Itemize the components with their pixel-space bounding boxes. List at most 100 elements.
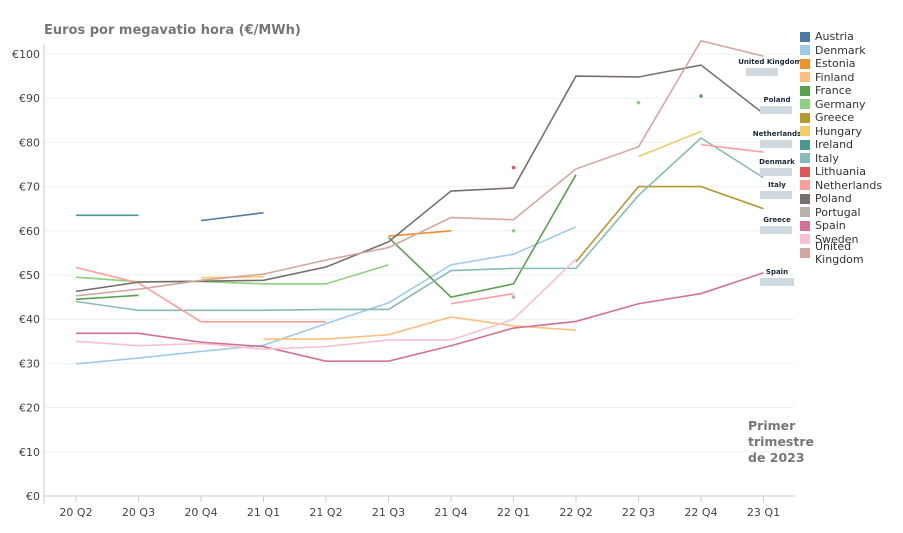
series-line-netherlands xyxy=(450,292,514,305)
legend: Austria Denmark Estonia Finland France German… xyxy=(800,30,903,266)
end-label-spain: Spain xyxy=(766,268,788,276)
legend-swatch xyxy=(800,72,810,83)
legend-label: Greece xyxy=(815,111,855,125)
end-label-box xyxy=(760,140,792,148)
legend-label: Lithuania xyxy=(815,165,866,179)
legend-label: Italy xyxy=(815,151,839,165)
end-label-box xyxy=(746,68,778,76)
legend-item[interactable]: Germany xyxy=(800,98,903,112)
legend-label: Spain xyxy=(815,219,846,233)
y-tick-label: €10 xyxy=(19,446,40,459)
legend-item[interactable]: Greece xyxy=(800,111,903,125)
legend-item[interactable]: Austria xyxy=(800,30,903,44)
x-tick-label: 20 Q3 xyxy=(122,506,155,519)
legend-swatch xyxy=(800,220,810,231)
series-line-denmark xyxy=(75,226,577,365)
series-point-portugal xyxy=(511,295,516,299)
legend-label: United Kingdom xyxy=(814,239,864,266)
series-line-france xyxy=(75,294,139,301)
legend-item[interactable]: Netherlands xyxy=(800,179,903,193)
end-label-poland: Poland xyxy=(763,96,790,104)
legend-item[interactable]: Ireland xyxy=(800,138,903,152)
legend-swatch xyxy=(800,247,810,258)
legend-label: Ireland xyxy=(815,138,854,152)
series-line-hungary xyxy=(638,130,702,158)
legend-label: Denmark xyxy=(815,43,866,57)
series-line-france xyxy=(387,174,577,298)
legend-swatch xyxy=(800,193,810,204)
annotation-line: trimestre xyxy=(748,434,814,449)
end-label-box xyxy=(760,278,794,286)
legend-item[interactable]: Portugal xyxy=(800,206,903,220)
legend-item[interactable]: Sweden xyxy=(800,233,903,247)
legend-label: Austria xyxy=(815,30,854,44)
legend-swatch xyxy=(800,234,810,245)
legend-swatch xyxy=(800,126,810,137)
legend-swatch xyxy=(800,31,810,42)
legend-item[interactable]: France xyxy=(800,84,903,98)
y-tick-label: €70 xyxy=(19,181,40,194)
legend-label: Netherlands xyxy=(815,178,883,192)
series-line-united-kingdom xyxy=(75,39,764,297)
legend-swatch xyxy=(800,45,810,56)
end-label-box xyxy=(760,226,792,234)
end-label-italy: Italy xyxy=(768,181,786,189)
series-line-italy xyxy=(75,136,764,312)
legend-swatch xyxy=(800,180,810,191)
legend-item[interactable]: Denmark xyxy=(800,44,903,58)
legend-item[interactable]: Estonia xyxy=(800,57,903,71)
legend-item[interactable]: Italy xyxy=(800,152,903,166)
end-label-greece: Greece xyxy=(763,216,791,224)
legend-item[interactable]: Spain xyxy=(800,219,903,233)
end-label-box xyxy=(760,106,792,114)
x-tick-label: 21 Q1 xyxy=(247,506,280,519)
series-line-netherlands xyxy=(700,143,764,153)
y-tick-label: €40 xyxy=(19,313,40,326)
series-point-france xyxy=(699,94,703,98)
legend-label: Hungary xyxy=(815,124,862,138)
legend-label: Poland xyxy=(815,192,852,206)
legend-item[interactable]: Poland xyxy=(800,192,903,206)
series-line-greece xyxy=(575,185,764,263)
legend-label: France xyxy=(815,84,852,98)
end-label-netherlands: Netherlands xyxy=(753,130,801,138)
y-tick-label: €50 xyxy=(19,269,40,282)
legend-swatch xyxy=(800,153,810,164)
series-point-germany xyxy=(636,100,641,105)
y-tick-label: €30 xyxy=(19,357,40,370)
legend-item[interactable]: United Kingdom xyxy=(800,240,903,266)
end-label-box xyxy=(760,168,792,176)
end-label-united-kingdom: United Kingdom xyxy=(738,58,802,66)
x-tick-label: 21 Q2 xyxy=(309,506,342,519)
chart-title: Euros por megavatio hora (€/MWh) xyxy=(44,23,301,38)
legend-item[interactable]: Lithuania xyxy=(800,165,903,179)
legend-swatch xyxy=(800,99,810,110)
series-line-spain xyxy=(76,272,764,362)
legend-label: Estonia xyxy=(815,57,856,71)
legend-label: Germany xyxy=(815,97,866,111)
x-tick-label: 22 Q2 xyxy=(559,506,592,519)
x-tick-label: 20 Q2 xyxy=(59,506,92,519)
legend-swatch xyxy=(800,207,810,218)
legend-label: Portugal xyxy=(815,205,861,219)
end-label-denmark: Denmark xyxy=(759,158,795,166)
annotation: Primer trimestre de 2023 xyxy=(748,418,814,466)
y-tick-label: €0 xyxy=(26,490,40,503)
legend-label: Finland xyxy=(815,70,855,84)
annotation-line: de 2023 xyxy=(748,450,805,465)
legend-swatch xyxy=(800,112,810,123)
series-line-austria xyxy=(200,211,264,222)
legend-item[interactable]: Hungary xyxy=(800,125,903,139)
series-point-lithuania xyxy=(511,165,516,170)
legend-swatch xyxy=(800,58,810,69)
x-tick-label: 22 Q4 xyxy=(684,506,717,519)
end-label-box xyxy=(760,191,792,199)
legend-swatch xyxy=(800,139,810,150)
legend-item[interactable]: Finland xyxy=(800,71,903,85)
y-tick-label: €80 xyxy=(19,136,40,149)
x-tick-label: 20 Q4 xyxy=(184,506,217,519)
annotation-line: Primer xyxy=(748,418,796,433)
series-line-netherlands xyxy=(75,266,326,323)
